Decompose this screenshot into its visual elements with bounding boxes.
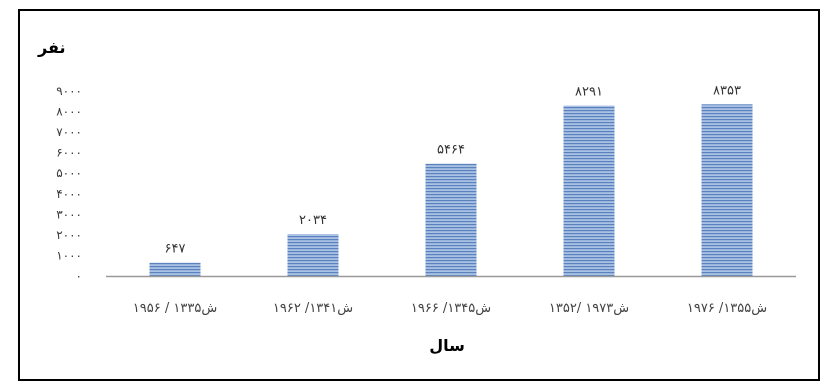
y-axis: ۰ ۱۰۰۰ ۲۰۰۰ ۳۰۰۰ ۴۰۰۰ ۵۰۰۰ ۶۰۰۰ ۷۰۰۰ ۸۰۰۰ ۹۰۰۰ <box>56 84 82 283</box>
data-label: ۶۴۷ <box>165 242 186 257</box>
y-tick-label: ۸۰۰۰ <box>56 105 82 119</box>
y-tick-label: ۱۰۰۰ <box>56 248 82 262</box>
y-axis-title: نفر <box>37 38 65 57</box>
y-tick-label: ۵۰۰۰ <box>56 166 82 180</box>
y-tick-label: ۹۰۰۰ <box>56 84 82 98</box>
x-tick-label: ۱۹۵۶ / ۱۳۳۵ش <box>133 301 217 316</box>
bar-chart: نفر سال ۰ ۱۰۰۰ ۲۰۰۰ ۳۰۰۰ ۴۰۰۰ ۵۰۰۰ ۶۰۰۰ ۷۰۰۰ ۸۰۰… <box>37 38 796 355</box>
x-axis: ۱۹۵۶ / ۱۳۳۵ش ۱۹۶۲ /۱۳۴۱ش ۱۹۶۶ /۱۳۴۵ش ۱۳۵۲/ … <box>133 301 767 316</box>
y-tick-label: ۲۰۰۰ <box>56 228 82 242</box>
data-label: ۸۳۵۳ <box>713 83 741 98</box>
x-tick-label: ۱۳۵۲/ ۱۹۷۳ش <box>549 301 629 316</box>
y-tick-label: ۷۰۰۰ <box>56 125 82 139</box>
bar <box>149 262 201 276</box>
bar <box>287 234 339 276</box>
data-labels: ۶۴۷ ۲۰۳۴ ۵۴۶۴ ۸۲۹۱ ۸۳۵۳ <box>165 83 741 256</box>
y-tick-label: ۶۰۰۰ <box>56 146 82 160</box>
x-tick-label: ۱۹۶۶ /۱۳۴۵ش <box>411 301 491 316</box>
x-axis-title: سال <box>429 336 465 355</box>
y-tick-label: ۴۰۰۰ <box>56 187 82 201</box>
x-tick-label: ۱۹۷۶ /۱۳۵۵ش <box>687 301 767 316</box>
bar <box>425 163 477 276</box>
x-tick-label: ۱۹۶۲ /۱۳۴۱ش <box>273 301 353 316</box>
data-label: ۲۰۳۴ <box>299 213 327 228</box>
y-tick-label: ۰ <box>76 269 82 283</box>
bar <box>701 104 753 277</box>
y-tick-label: ۳۰۰۰ <box>56 207 82 221</box>
data-label: ۸۲۹۱ <box>575 85 603 100</box>
data-label: ۵۴۶۴ <box>437 143 465 158</box>
bars <box>149 104 753 277</box>
chart-frame: نفر سال ۰ ۱۰۰۰ ۲۰۰۰ ۳۰۰۰ ۴۰۰۰ ۵۰۰۰ ۶۰۰۰ ۷۰۰۰ ۸۰۰… <box>18 9 820 381</box>
bar <box>563 105 615 277</box>
